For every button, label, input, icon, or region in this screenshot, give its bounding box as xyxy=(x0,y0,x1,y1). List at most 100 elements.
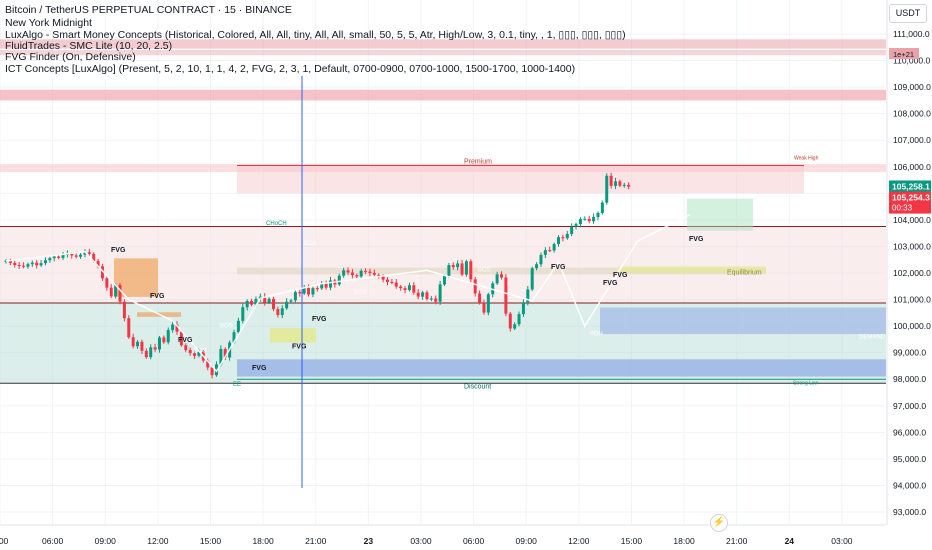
strong-low-label: Strong Low xyxy=(793,381,819,387)
candle-body xyxy=(543,250,547,255)
candle-body xyxy=(578,219,582,225)
candle-body xyxy=(30,262,34,265)
price-tick-label: 96,000.0 xyxy=(893,427,926,437)
candle-body xyxy=(131,337,135,347)
time-tick-label: 23 xyxy=(364,536,374,546)
time-tick-label: 09:00 xyxy=(516,536,538,546)
fluid-zone-top xyxy=(0,39,886,49)
indicator-smc-luxalgo[interactable]: LuxAlgo - Smart Money Concepts (Historic… xyxy=(5,29,626,41)
bid-price-text: 105,254.3 xyxy=(892,193,930,203)
bos-label: BOS xyxy=(304,241,317,247)
equilibrium-label: Equilibrium xyxy=(727,269,762,276)
fvg-label: FVG xyxy=(603,280,618,287)
candle-body xyxy=(622,184,626,186)
pdh-label: PDH xyxy=(590,331,603,337)
candle-body xyxy=(429,298,433,300)
candle-body xyxy=(407,285,411,290)
candle-body xyxy=(52,256,56,259)
candle-body xyxy=(70,253,74,256)
candle-body xyxy=(271,298,275,310)
fvg-label: FVG xyxy=(150,293,165,300)
candle-body xyxy=(22,265,26,267)
time-tick-label: 15:00 xyxy=(621,536,643,546)
candle-body xyxy=(451,265,455,268)
indicator-ict-concepts[interactable]: ICT Concepts [LuxAlgo] (Present, 5, 2, 1… xyxy=(5,63,576,75)
candle-body xyxy=(17,265,21,267)
time-tick-label: 12:00 xyxy=(568,536,590,546)
candle-body xyxy=(434,298,438,302)
candle-body xyxy=(157,337,161,350)
fluid-zone-upper xyxy=(0,89,886,101)
candle-body xyxy=(293,292,297,301)
lightning-icon[interactable]: ⚡ xyxy=(710,514,728,532)
price-tick-label: 101,000.0 xyxy=(893,295,931,305)
candle-body xyxy=(390,282,394,284)
candle-body xyxy=(105,278,109,288)
fvg-label: FVG xyxy=(312,316,327,323)
candle-body xyxy=(425,292,429,300)
candle-body xyxy=(122,301,126,319)
candle-body xyxy=(508,313,512,329)
candle-body xyxy=(39,263,43,266)
currency-selector[interactable]: USDT xyxy=(889,4,927,23)
fvg-box xyxy=(618,266,766,273)
candle-body xyxy=(438,284,442,302)
candle-body xyxy=(399,286,403,289)
bos-label: BOS xyxy=(478,268,491,274)
fvg-label: FVG xyxy=(292,344,307,351)
choch-label: CHoCH xyxy=(266,221,287,227)
last-price-text: 105,258.1 xyxy=(892,181,930,191)
candle-body xyxy=(557,237,561,245)
price-axis[interactable] xyxy=(887,0,932,550)
candle-body xyxy=(127,318,131,338)
candle-body xyxy=(8,260,12,263)
candle-body xyxy=(96,261,100,267)
candle-body xyxy=(184,345,188,351)
demand-label: DEMAND xyxy=(859,335,886,341)
candle-body xyxy=(210,367,214,376)
time-tick-label: 21:00 xyxy=(726,536,748,546)
candle-body xyxy=(109,287,113,297)
candle-body xyxy=(57,256,61,258)
candle-body xyxy=(298,292,302,294)
candle-body xyxy=(175,324,179,332)
candle-body xyxy=(600,202,604,213)
price-tick-label: 95,000.0 xyxy=(893,454,926,464)
candle-body xyxy=(561,237,565,239)
candle-body xyxy=(552,244,556,251)
time-tick-label: 21:00 xyxy=(305,536,327,546)
bos-label: BOS xyxy=(163,216,176,222)
candle-body xyxy=(627,184,631,187)
price-tick-label: 102,000.0 xyxy=(893,268,931,278)
candle-body xyxy=(118,284,122,302)
indicator-fvg-finder[interactable]: FVG Finder (On, Defensive) xyxy=(5,51,136,63)
candle-body xyxy=(263,296,267,303)
time-axis[interactable] xyxy=(0,525,886,550)
candle-body xyxy=(92,253,96,262)
fvg-box xyxy=(270,328,316,343)
candle-body xyxy=(359,270,363,277)
candle-body xyxy=(456,263,460,268)
price-tick-label: 110,000.0 xyxy=(893,56,930,66)
candle-body xyxy=(605,175,609,203)
price-tick-label: 111,000.0 xyxy=(893,29,930,39)
fvg-label: FVG xyxy=(689,236,704,243)
time-tick-label: 3:00 xyxy=(0,536,9,546)
candle-body xyxy=(548,250,552,252)
candle-body xyxy=(307,287,311,295)
candle-body xyxy=(26,264,30,267)
indicator-ny-midnight[interactable]: New York Midnight xyxy=(5,17,92,29)
demand-zone-upper xyxy=(600,307,886,335)
candle-body xyxy=(486,294,490,313)
candle-body xyxy=(280,308,284,315)
candle-body xyxy=(197,351,201,356)
candle-body xyxy=(166,330,170,343)
symbol-title[interactable]: Bitcoin / TetherUS PERPETUAL CONTRACT · … xyxy=(5,4,292,16)
candle-body xyxy=(13,262,17,266)
fvg-label: FVG xyxy=(613,272,628,279)
candle-body xyxy=(136,341,140,347)
fvg-label: FVG xyxy=(111,247,126,254)
indicator-fluidtrades[interactable]: FluidTrades - SMC Lite (10, 20, 2.5) xyxy=(5,40,173,52)
price-tick-label: 107,000.0 xyxy=(893,135,931,145)
